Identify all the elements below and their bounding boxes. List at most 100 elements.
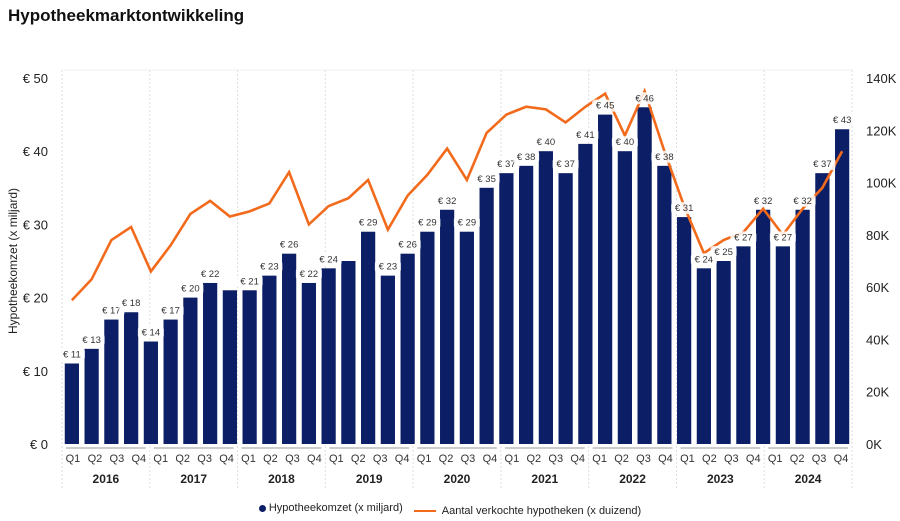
data-label-bg bbox=[651, 150, 678, 163]
year-label: 2022 bbox=[619, 472, 646, 486]
data-label: € 31 bbox=[675, 203, 694, 214]
bar bbox=[321, 268, 336, 444]
data-label: € 37 bbox=[813, 159, 832, 170]
quarter-label: Q3 bbox=[461, 453, 476, 465]
data-label-bg bbox=[256, 260, 283, 273]
data-label: € 24 bbox=[695, 254, 714, 265]
year-label: 2017 bbox=[180, 472, 207, 486]
data-label: € 22 bbox=[201, 269, 220, 280]
data-label-bg bbox=[177, 282, 204, 295]
data-label-bg bbox=[809, 158, 836, 171]
data-label: € 21 bbox=[240, 276, 259, 287]
data-label: € 43 bbox=[833, 115, 852, 126]
legend: Hypotheekomzet (x miljard) Aantal verkoc… bbox=[0, 502, 900, 517]
year-label: 2024 bbox=[795, 472, 822, 486]
bar bbox=[835, 129, 850, 445]
data-label: € 13 bbox=[82, 335, 101, 346]
data-label: € 14 bbox=[142, 328, 161, 339]
legend-line-label: Aantal verkochte hypotheken (x duizend) bbox=[441, 504, 642, 517]
data-label: € 38 bbox=[655, 152, 674, 163]
data-label-bg bbox=[769, 231, 796, 244]
bar bbox=[637, 107, 652, 444]
data-label: € 17 bbox=[161, 306, 180, 317]
quarter-label: Q1 bbox=[329, 453, 344, 465]
year-label: 2021 bbox=[531, 472, 558, 486]
data-label: € 29 bbox=[458, 218, 477, 229]
data-label: € 26 bbox=[280, 240, 299, 251]
quarter-label: Q3 bbox=[636, 453, 651, 465]
data-label-bg bbox=[631, 92, 658, 105]
bar bbox=[262, 275, 277, 444]
legend-item-bar[interactable]: Hypotheekomzet (x miljard) bbox=[258, 502, 403, 514]
data-label-bg bbox=[572, 128, 599, 141]
data-label-bg bbox=[611, 136, 638, 149]
bar bbox=[124, 312, 139, 444]
data-label: € 25 bbox=[714, 247, 733, 258]
bar bbox=[242, 290, 257, 444]
bar bbox=[716, 261, 731, 444]
data-label: € 29 bbox=[418, 218, 437, 229]
data-label: € 29 bbox=[359, 218, 378, 229]
quarter-label: Q4 bbox=[131, 453, 146, 465]
data-label-bg bbox=[355, 216, 382, 229]
year-label: 2019 bbox=[356, 472, 383, 486]
data-label-bg bbox=[473, 172, 500, 185]
bar bbox=[459, 231, 474, 444]
bar bbox=[440, 209, 455, 444]
data-label: € 23 bbox=[260, 262, 279, 273]
quarter-label: Q3 bbox=[548, 453, 563, 465]
bar bbox=[163, 319, 178, 444]
data-label-bg bbox=[592, 99, 619, 112]
bar bbox=[222, 290, 237, 444]
quarter-label: Q1 bbox=[66, 453, 81, 465]
bar bbox=[400, 253, 415, 444]
quarter-label: Q3 bbox=[373, 453, 388, 465]
bar bbox=[696, 268, 711, 444]
quarter-label: Q2 bbox=[702, 453, 717, 465]
bar bbox=[617, 151, 632, 444]
bar bbox=[657, 165, 672, 444]
quarter-label: Q4 bbox=[307, 453, 322, 465]
quarter-label: Q4 bbox=[746, 453, 761, 465]
y2-tick-label: 60K bbox=[866, 280, 889, 295]
quarter-label: Q4 bbox=[570, 453, 585, 465]
bar bbox=[84, 348, 99, 444]
data-label: € 27 bbox=[734, 232, 753, 243]
bar bbox=[143, 341, 158, 444]
data-label-bg bbox=[98, 304, 125, 317]
data-label-bg bbox=[197, 267, 224, 280]
data-label-bg bbox=[552, 158, 579, 171]
data-label: € 27 bbox=[774, 232, 793, 243]
bar bbox=[677, 217, 692, 444]
quarter-label: Q2 bbox=[175, 453, 190, 465]
quarter-label: Q3 bbox=[197, 453, 212, 465]
year-label: 2016 bbox=[93, 472, 120, 486]
legend-item-line[interactable]: Aantal verkochte hypotheken (x duizend) bbox=[413, 504, 642, 517]
y-tick-label: € 30 bbox=[23, 217, 48, 232]
chart-title: Hypotheekmarktontwikkeling bbox=[8, 6, 245, 25]
quarter-label: Q1 bbox=[592, 453, 607, 465]
bar bbox=[736, 246, 751, 444]
legend-bar-label: Hypotheekomzet (x miljard) bbox=[268, 502, 403, 514]
data-label: € 18 bbox=[122, 298, 141, 309]
y2-tick-label: 40K bbox=[866, 332, 889, 347]
y2-tick-label: 80K bbox=[866, 228, 889, 243]
data-label-bg bbox=[829, 114, 856, 127]
quarter-label: Q2 bbox=[351, 453, 366, 465]
data-label: € 40 bbox=[537, 137, 556, 148]
data-label-bg bbox=[414, 216, 441, 229]
y2-tick-label: 20K bbox=[866, 385, 889, 400]
data-label-bg bbox=[789, 194, 816, 207]
quarter-label: Q1 bbox=[768, 453, 783, 465]
data-label: € 37 bbox=[556, 159, 575, 170]
quarter-label: Q3 bbox=[110, 453, 125, 465]
bar bbox=[104, 319, 119, 444]
bar bbox=[558, 173, 573, 444]
data-label-bg bbox=[513, 150, 540, 163]
data-label-bg bbox=[750, 194, 777, 207]
data-label: € 40 bbox=[616, 137, 635, 148]
data-label: € 20 bbox=[181, 284, 200, 295]
data-label-bg bbox=[453, 216, 480, 229]
quarter-label: Q1 bbox=[417, 453, 432, 465]
quarter-label: Q2 bbox=[526, 453, 541, 465]
